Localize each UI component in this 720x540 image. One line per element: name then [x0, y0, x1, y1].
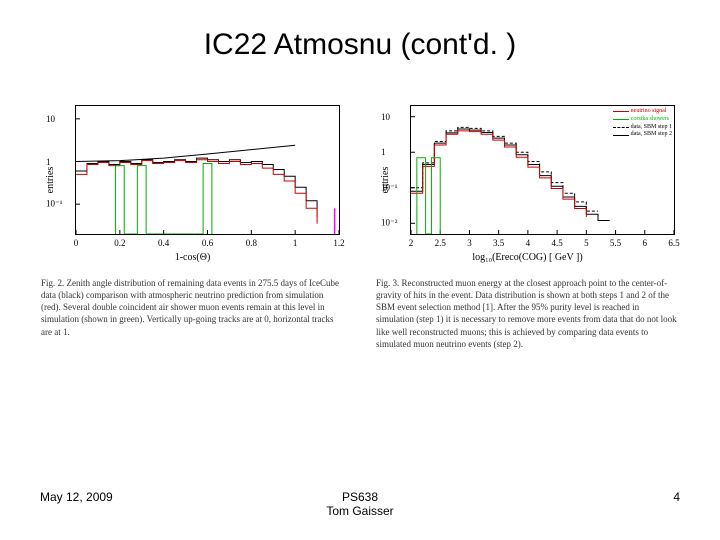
- xtick: 5.5: [610, 238, 621, 248]
- xtick: 0.8: [246, 238, 257, 248]
- fig2-caption: Fig. 2. Zenith angle distribution of rem…: [35, 277, 350, 338]
- fig2-ylabel: entries: [45, 167, 56, 194]
- footer: May 12, 2009 PS638 Tom Gaisser 4: [0, 490, 720, 520]
- fig2-plot-area: 10⁻¹11000.20.40.60.811.2: [75, 105, 340, 235]
- xtick: 0.4: [158, 238, 169, 248]
- xtick: 3: [467, 238, 472, 248]
- figures-row: entries 10⁻¹11000.20.40.60.811.2 1-cos(Θ…: [35, 95, 685, 435]
- xtick: 0.2: [114, 238, 125, 248]
- xtick: 0: [74, 238, 79, 248]
- slide: IC22 Atmosnu (cont'd. ) entries 10⁻¹1100…: [0, 0, 720, 540]
- fig3-plot-area: neutrino signalcorsika showersdata, SBM …: [410, 105, 675, 235]
- ytick: 1: [46, 157, 51, 167]
- ytick: 1: [381, 147, 386, 157]
- fig2-svg: [76, 106, 339, 234]
- fig3-caption: Fig. 3. Reconstructed muon energy at the…: [370, 277, 685, 350]
- legend-item: data, SBM step 1: [613, 124, 672, 132]
- fig3-xlabel: log₁₀(Ereco(COG) [ GeV ]): [472, 252, 582, 263]
- page-title: IC22 Atmosnu (cont'd. ): [0, 28, 720, 62]
- ytick: 10⁻¹: [46, 199, 62, 210]
- xtick: 2.5: [435, 238, 446, 248]
- xtick: 0.6: [202, 238, 213, 248]
- footer-center: PS638 Tom Gaisser: [326, 490, 393, 519]
- xtick: 2: [409, 238, 414, 248]
- xtick: 6.5: [668, 238, 679, 248]
- fig3-chart: entries neutrino signalcorsika showersda…: [370, 95, 685, 265]
- footer-page: 4: [673, 490, 680, 504]
- legend-item: neutrino signal: [613, 108, 672, 116]
- xtick: 4.5: [551, 238, 562, 248]
- ytick: 10⁻¹: [381, 182, 397, 193]
- fig2-xlabel: 1-cos(Θ): [175, 252, 211, 263]
- footer-author: Tom Gaisser: [326, 504, 393, 518]
- fig3-legend: neutrino signalcorsika showersdata, SBM …: [613, 108, 672, 139]
- ytick: 10: [381, 112, 390, 122]
- legend-item: corsika showers: [613, 116, 672, 124]
- footer-date: May 12, 2009: [40, 490, 113, 504]
- ytick: 10⁻²: [381, 218, 397, 229]
- fig2-chart: entries 10⁻¹11000.20.40.60.811.2 1-cos(Θ…: [35, 95, 350, 265]
- xtick: 6: [643, 238, 648, 248]
- ytick: 10: [46, 114, 55, 124]
- xtick: 1.2: [333, 238, 344, 248]
- xtick: 1: [293, 238, 298, 248]
- legend-item: data, SBM step 2: [613, 131, 672, 139]
- xtick: 4: [526, 238, 531, 248]
- figure-2: entries 10⁻¹11000.20.40.60.811.2 1-cos(Θ…: [35, 95, 350, 435]
- figure-3: entries neutrino signalcorsika showersda…: [370, 95, 685, 435]
- xtick: 3.5: [493, 238, 504, 248]
- footer-course: PS638: [342, 490, 378, 504]
- xtick: 5: [584, 238, 589, 248]
